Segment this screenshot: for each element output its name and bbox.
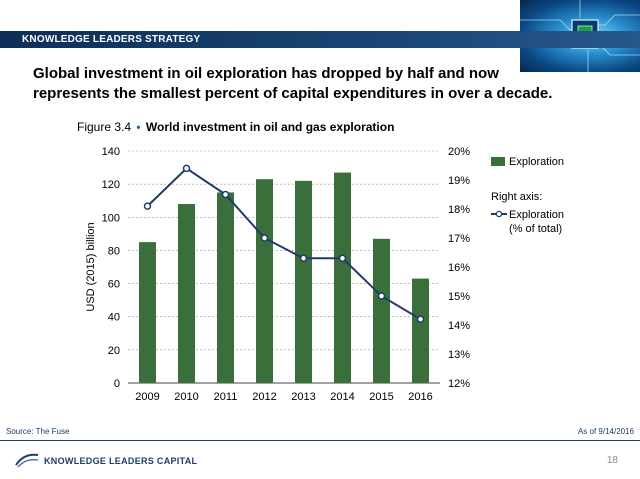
company-logo-icon	[15, 453, 39, 468]
bar	[256, 179, 273, 383]
x-tick-label: 2011	[214, 391, 238, 403]
y2-tick-label: 15%	[448, 291, 470, 303]
y-tick-label: 140	[102, 146, 120, 158]
bar	[295, 180, 312, 383]
figure-caption: World investment in oil and gas explorat…	[145, 120, 395, 134]
line-point	[416, 315, 425, 323]
x-tick-label: 2013	[291, 391, 315, 403]
y-tick-label: 0	[114, 378, 120, 390]
y2-tick-label: 20%	[448, 146, 470, 158]
line-point	[377, 292, 386, 300]
y-tick-label: 80	[108, 245, 120, 257]
line-point	[143, 202, 152, 210]
legend-line-sublabel: (% of total)	[509, 223, 562, 235]
x-tick-label: 2014	[330, 391, 354, 403]
y-axis-label: USD (2015) billion	[85, 222, 97, 311]
header-title: KNOWLEDGE LEADERS STRATEGY	[22, 34, 201, 45]
line-point	[338, 254, 347, 263]
bar	[178, 204, 195, 383]
as-of-date: As of 9/14/2016	[577, 427, 634, 436]
x-tick-label: 2010	[174, 391, 198, 403]
legend-line-marker	[495, 210, 503, 218]
y2-tick-label: 18%	[448, 204, 470, 216]
line-point	[260, 234, 269, 242]
y-tick-label: 60	[108, 279, 120, 291]
x-tick-label: 2015	[369, 391, 393, 403]
header-bar	[0, 31, 640, 48]
series-line	[146, 167, 422, 321]
x-tick-label: 2016	[408, 391, 432, 403]
legend-bar-swatch	[491, 157, 505, 166]
chart: 0 20 40 60 80 100 120 140 12% 13% 14% 15% 16% 17% 18% 1…	[85, 146, 564, 403]
company-logo-text: KNOWLEDGE LEADERS CAPITAL	[44, 456, 198, 466]
y-tick-label: 40	[108, 312, 120, 324]
bar	[412, 278, 429, 383]
x-tick-label: 2012	[252, 391, 276, 403]
figure-title: Figure 3.4 • World investment in oil and…	[77, 120, 394, 134]
legend-line-label: Exploration	[509, 209, 564, 221]
legend-right-axis-heading: Right axis:	[491, 191, 542, 203]
y2-tick-label: 13%	[448, 349, 470, 361]
x-tick-label: 2009	[135, 391, 159, 403]
y2-tick-label: 16%	[448, 262, 470, 274]
source-note: Source: The Fuse	[6, 427, 70, 436]
footer-divider	[0, 440, 640, 441]
y2-tick-label: 19%	[448, 175, 470, 187]
line-point	[299, 254, 308, 263]
y2-tick-label: 17%	[448, 233, 470, 245]
y2-tick-label: 12%	[448, 378, 470, 390]
legend-bar-label: Exploration	[509, 156, 564, 168]
bar	[373, 238, 390, 383]
bar	[217, 192, 234, 383]
bar	[139, 242, 156, 383]
figure-number: Figure 3.4	[77, 120, 132, 134]
line-point	[182, 164, 191, 173]
line-point	[221, 190, 230, 199]
y-tick-label: 20	[108, 345, 120, 357]
y-tick-label: 120	[102, 179, 120, 191]
y-tick-label: 100	[102, 212, 120, 224]
bullet-icon: •	[136, 120, 141, 134]
bar	[334, 172, 351, 383]
y2-tick-label: 14%	[448, 320, 470, 332]
slide-headline: Global investment in oil exploration has…	[33, 65, 553, 102]
page-number: 18	[606, 455, 618, 466]
